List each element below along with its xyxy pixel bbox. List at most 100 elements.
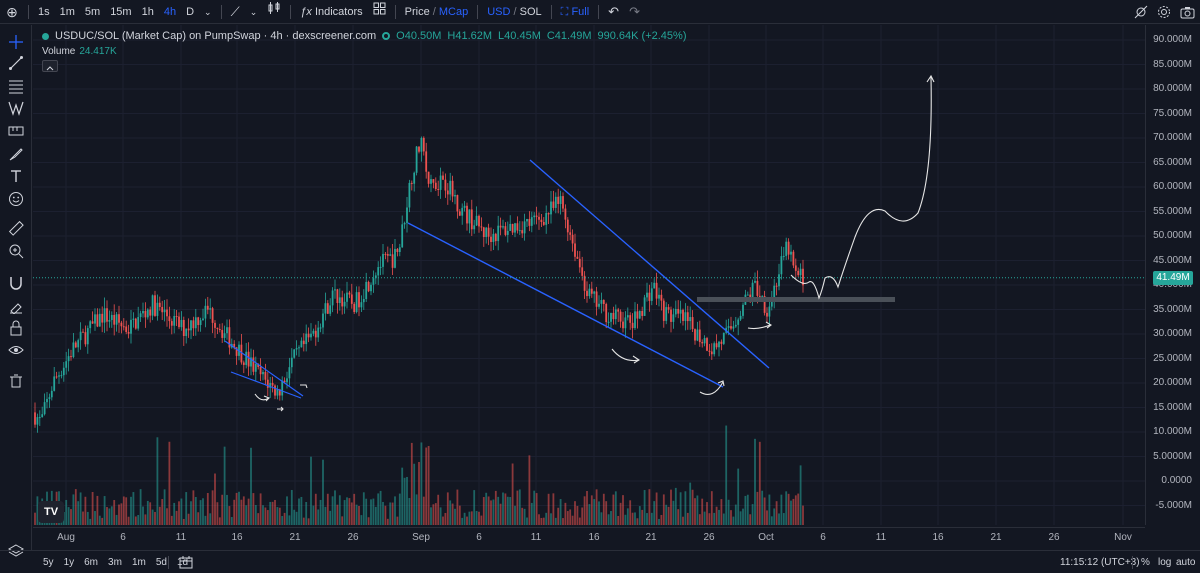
eye-icon[interactable]: [5, 341, 27, 359]
volume-bar: [506, 496, 509, 525]
volume-bar: [214, 473, 216, 525]
candles-icon[interactable]: [262, 0, 286, 24]
range-6m[interactable]: 6m: [84, 556, 99, 568]
candle-body: [257, 363, 260, 367]
measure-icon[interactable]: [5, 122, 27, 140]
price-axis[interactable]: 90.000M 85.000M 80.000M 75.000M 70.000M 65.00…: [1145, 25, 1200, 525]
timeframe-1m[interactable]: 1m: [59, 5, 75, 18]
price-mcap-toggle[interactable]: Price / MCap: [400, 0, 474, 24]
layers-icon[interactable]: [5, 542, 27, 560]
volume-bar: [461, 517, 464, 525]
candle-body: [180, 319, 183, 328]
layouts-icon[interactable]: [368, 0, 391, 24]
timeframe-d[interactable]: D: [186, 5, 195, 18]
timeframe-4h[interactable]: 4h: [163, 5, 177, 18]
candle-body: [391, 254, 394, 268]
range-5y[interactable]: 5y: [43, 556, 54, 568]
line-chart-icon[interactable]: ⟋: [230, 3, 240, 19]
tradingview-logo[interactable]: TV: [38, 501, 64, 523]
bottom-bar: 5y 1y 6m 3m 1m 5d 1d 11:15:12 (UTC+3) % …: [0, 550, 1200, 573]
volume-bar: [331, 496, 334, 525]
volume-bar: [655, 492, 658, 525]
auto-toggle[interactable]: auto: [1176, 557, 1196, 568]
redo-icon[interactable]: ↷: [629, 3, 640, 19]
volume-bar: [715, 506, 718, 525]
emoji-icon[interactable]: [5, 190, 27, 208]
price-tick: 0.0000: [1161, 475, 1192, 486]
collapse-legend-button[interactable]: [42, 60, 58, 72]
volume-bar: [108, 508, 111, 525]
candle-body: [158, 302, 161, 307]
candle-body: [787, 241, 790, 255]
timeframe-5m[interactable]: 5m: [84, 5, 101, 18]
candle-body: [461, 207, 464, 216]
volume-bar: [658, 518, 660, 525]
screenshot-icon[interactable]: [1130, 0, 1152, 24]
candle-body: [43, 402, 46, 415]
candle-body: [101, 313, 104, 323]
volume-bar: [154, 511, 156, 525]
volume-bar: [521, 507, 524, 525]
trash-icon[interactable]: [5, 372, 27, 390]
volume-bar: [535, 493, 538, 525]
price-tick: 55.000M: [1153, 205, 1192, 217]
chevron-down-icon[interactable]: ⌄: [249, 6, 258, 17]
full-button[interactable]: ⛶ Full: [556, 0, 595, 24]
text-icon[interactable]: [5, 167, 27, 185]
candle-body: [312, 330, 315, 334]
lock-icon[interactable]: [5, 319, 27, 337]
volume-bar: [132, 492, 135, 525]
volume-bar: [646, 513, 648, 525]
range-1d[interactable]: 1d: [176, 556, 189, 568]
log-toggle[interactable]: log: [1158, 557, 1172, 568]
price-chart[interactable]: [33, 25, 1145, 525]
divider: [1132, 556, 1133, 569]
timeframe-1s[interactable]: 1s: [38, 5, 50, 18]
magnet-icon[interactable]: [5, 274, 27, 292]
volume-label[interactable]: Volume: [42, 46, 76, 57]
divider: [394, 4, 396, 19]
calendar-icon[interactable]: [174, 555, 198, 572]
range-1y[interactable]: 1y: [63, 556, 75, 568]
candle-body: [271, 382, 274, 386]
camera-icon[interactable]: [1176, 0, 1198, 24]
crosshair-icon[interactable]: [5, 33, 27, 51]
volume-bar: [730, 510, 732, 525]
undo-icon[interactable]: ↶: [608, 3, 620, 19]
currency-toggle[interactable]: USD / SOL: [482, 0, 546, 24]
volume-bar: [799, 465, 802, 525]
volume-bar: [689, 482, 692, 525]
timeframe-1h[interactable]: 1h: [141, 5, 154, 18]
timeframe-15m[interactable]: 15m: [110, 5, 132, 18]
volume-bar: [238, 491, 240, 525]
trend-line-icon[interactable]: [5, 54, 27, 72]
clock[interactable]: 11:15:12 (UTC+3): [1060, 557, 1140, 568]
pattern-icon[interactable]: [5, 99, 27, 117]
fib-icon[interactable]: [5, 77, 27, 95]
chevron-down-icon[interactable]: ⌄: [204, 6, 212, 17]
candle-body: [204, 305, 207, 319]
candle-body: [475, 215, 478, 226]
volume-bar: [343, 500, 346, 525]
symbol-title[interactable]: USDUC/SOL (Market Cap) on PumpSwap · 4h …: [55, 30, 377, 42]
time-axis[interactable]: Aug 6 11 16 21 26 Sep 6 11 16 21 26 Oct 6 11 16 21 26 Nov: [33, 527, 1145, 547]
candle-body: [514, 223, 516, 233]
brush-icon[interactable]: [5, 145, 27, 163]
gear-icon[interactable]: [1153, 0, 1175, 24]
range-5d[interactable]: 5d: [155, 556, 167, 568]
ruler-icon[interactable]: [5, 219, 27, 237]
lock-drawing-icon[interactable]: [5, 297, 27, 315]
candle-body: [278, 389, 281, 396]
percent-toggle[interactable]: %: [1141, 557, 1150, 568]
range-3m[interactable]: 3m: [108, 556, 122, 568]
volume-bar: [262, 505, 264, 525]
price-tick: 70.000M: [1153, 132, 1192, 143]
candle-body: [125, 326, 128, 332]
range-1m[interactable]: 1m: [131, 556, 146, 568]
indicators-button[interactable]: ƒx Indicators: [295, 0, 367, 24]
candle-body: [790, 251, 792, 255]
candle-body: [259, 366, 262, 375]
volume-bar: [718, 509, 720, 525]
add-symbol-icon[interactable]: ⊕: [6, 3, 18, 20]
zoom-in-icon[interactable]: [5, 242, 27, 260]
